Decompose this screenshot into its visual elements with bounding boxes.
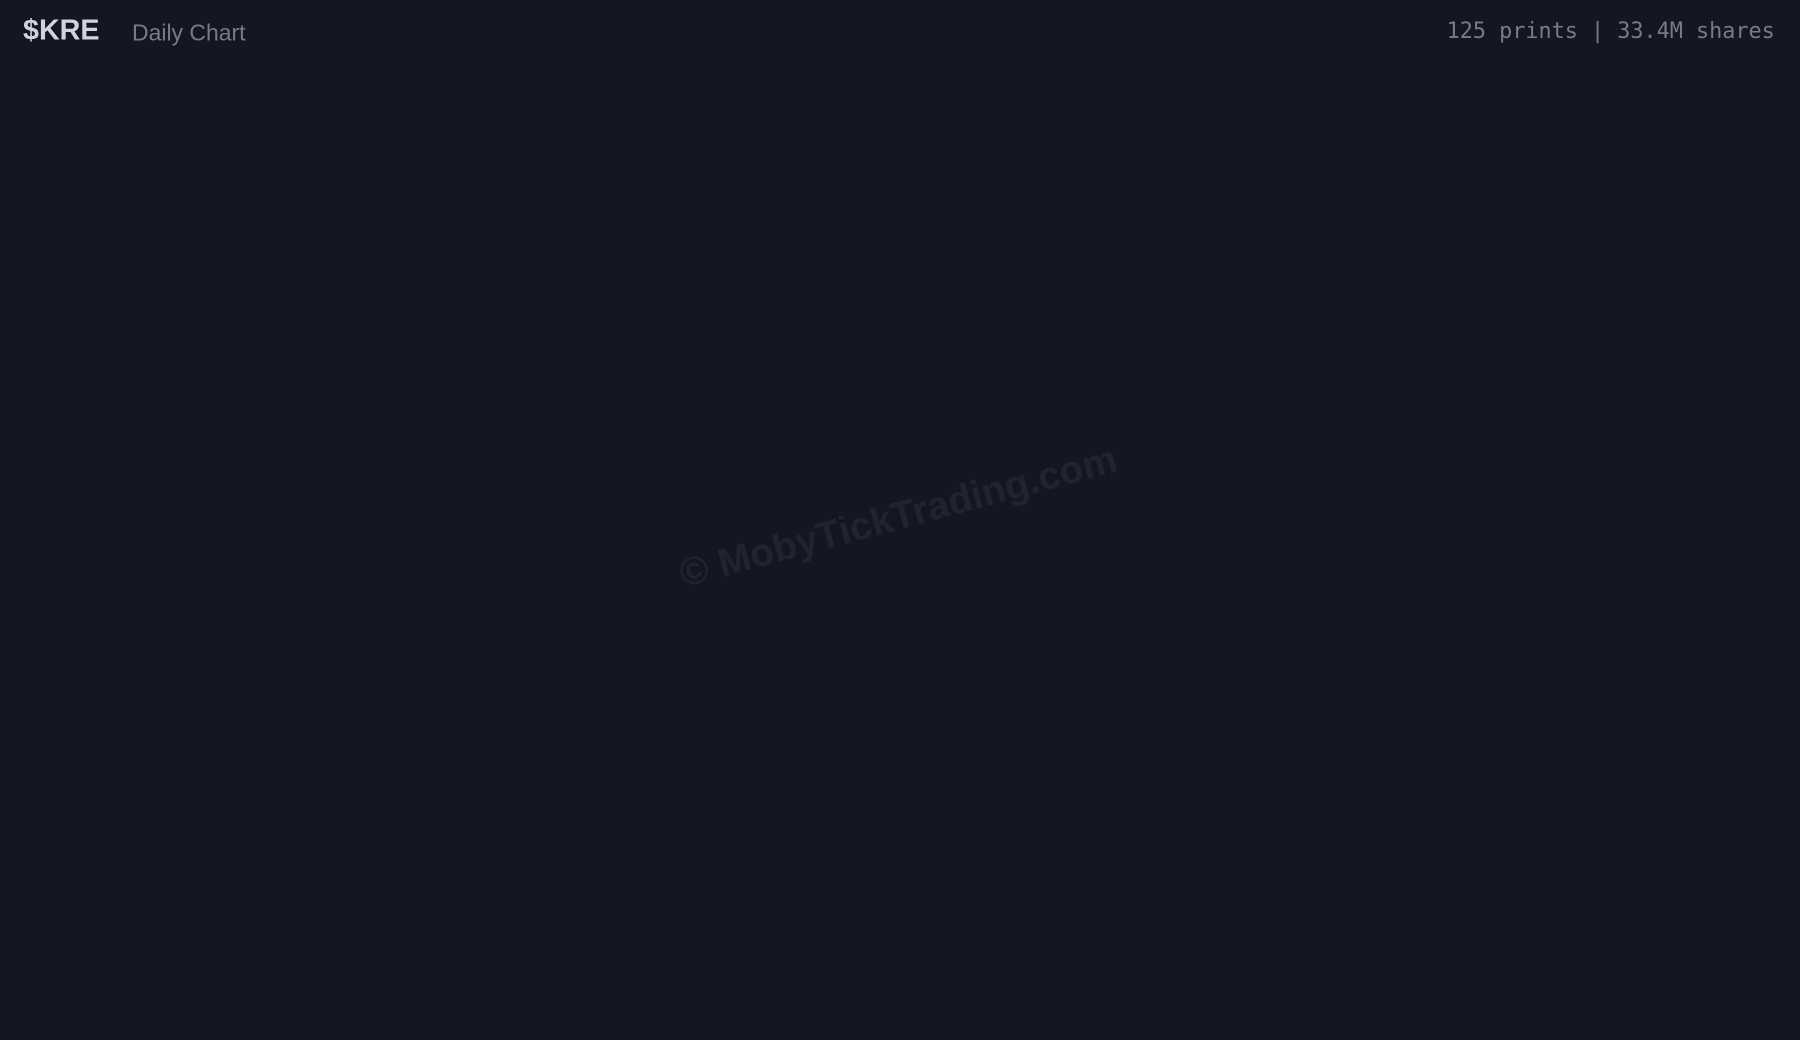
ticker: $KRE xyxy=(23,15,100,47)
prints-info: 125 prints | 33.4M shares xyxy=(1447,19,1775,44)
subtitle: Daily Chart xyxy=(132,19,246,45)
